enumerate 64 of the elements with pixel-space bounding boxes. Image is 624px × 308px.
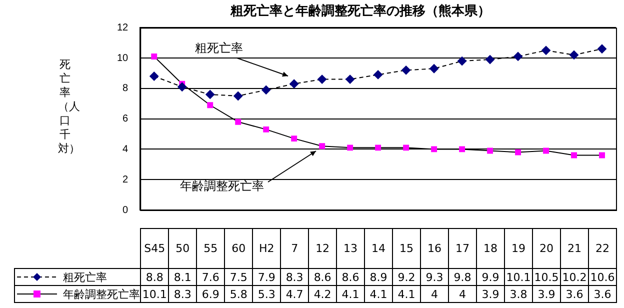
data-label: 5.3 (252, 285, 282, 303)
data-label: 4.7 (280, 285, 310, 303)
data-label: 8.6 (308, 268, 338, 286)
data-label: 4 (448, 285, 478, 303)
x-tick-label: 60 (224, 228, 254, 269)
x-tick-label: S45 (140, 228, 170, 269)
y-tick-label: 10 (117, 52, 129, 64)
data-label: 4.1 (364, 285, 394, 303)
data-label: 3.9 (476, 285, 506, 303)
data-label: 8.8 (140, 268, 170, 286)
data-label: 7.9 (252, 268, 282, 286)
data-label: 9.3 (420, 268, 450, 286)
x-tick-label: 22 (588, 228, 617, 269)
y-tick-label: 6 (122, 114, 129, 125)
text: 年齢調整死亡率 (180, 179, 264, 194)
y-tick-label: 12 (117, 22, 129, 34)
x-tick-label: 17 (448, 228, 478, 269)
y-tick-label: 4 (122, 144, 129, 155)
data-label: 7.5 (224, 268, 254, 286)
x-tick-label: 14 (364, 228, 394, 269)
data-label: 8.3 (168, 285, 198, 303)
data-label: 10.2 (560, 268, 589, 286)
data-label: 3.9 (532, 285, 561, 303)
data-label: 10.1 (140, 285, 170, 303)
data-label: 9.9 (476, 268, 506, 286)
data-label: 10.6 (588, 268, 617, 286)
x-tick-label: 20 (532, 228, 561, 269)
data-label: 7.6 (196, 268, 226, 286)
data-label: 4.1 (336, 285, 366, 303)
x-tick-label: 21 (560, 228, 589, 269)
y-tick-label: 2 (122, 174, 129, 186)
legend-label: 粗死亡率 (63, 270, 107, 284)
data-label: 8.6 (336, 268, 366, 286)
data-label: 8.9 (364, 268, 394, 286)
data-label: 5.8 (224, 285, 254, 303)
data-label: 9.8 (448, 268, 478, 286)
data-label: 4.1 (392, 285, 422, 303)
legend-label: 年齢調整死亡率 (63, 286, 140, 302)
x-tick-label: 19 (504, 228, 533, 269)
data-label: 9.2 (392, 268, 422, 286)
data-label: 4 (420, 285, 450, 303)
data-label: 10.1 (504, 268, 533, 286)
x-tick-label: 13 (336, 228, 366, 269)
x-tick-label: H2 (252, 228, 282, 269)
x-tick-label: 55 (196, 228, 226, 269)
x-tick-label: 16 (420, 228, 450, 269)
data-label: 8.3 (280, 268, 310, 286)
y-tick-label: 0 (122, 204, 129, 216)
data-label: 4.2 (308, 285, 338, 303)
x-tick-label: 18 (476, 228, 506, 269)
y-tick-label: 8 (122, 83, 129, 94)
chart-title: 粗死亡率と年齢調整死亡率の推移（熊本県） (230, 3, 490, 20)
x-tick-label: 12 (308, 228, 338, 269)
data-label: 6.9 (196, 285, 226, 303)
data-label: 3.8 (504, 285, 533, 303)
x-tick-label: 50 (168, 228, 198, 269)
data-label: 10.5 (532, 268, 561, 286)
data-label: 3.6 (560, 285, 589, 303)
x-tick-label: 15 (392, 228, 422, 269)
data-label: 8.1 (168, 268, 198, 286)
x-tick-label: 7 (280, 228, 310, 269)
data-label: 3.6 (588, 285, 617, 303)
y-axis-title: 死亡率（人口千対） (58, 58, 80, 156)
text: 粗死亡率 (195, 40, 244, 55)
